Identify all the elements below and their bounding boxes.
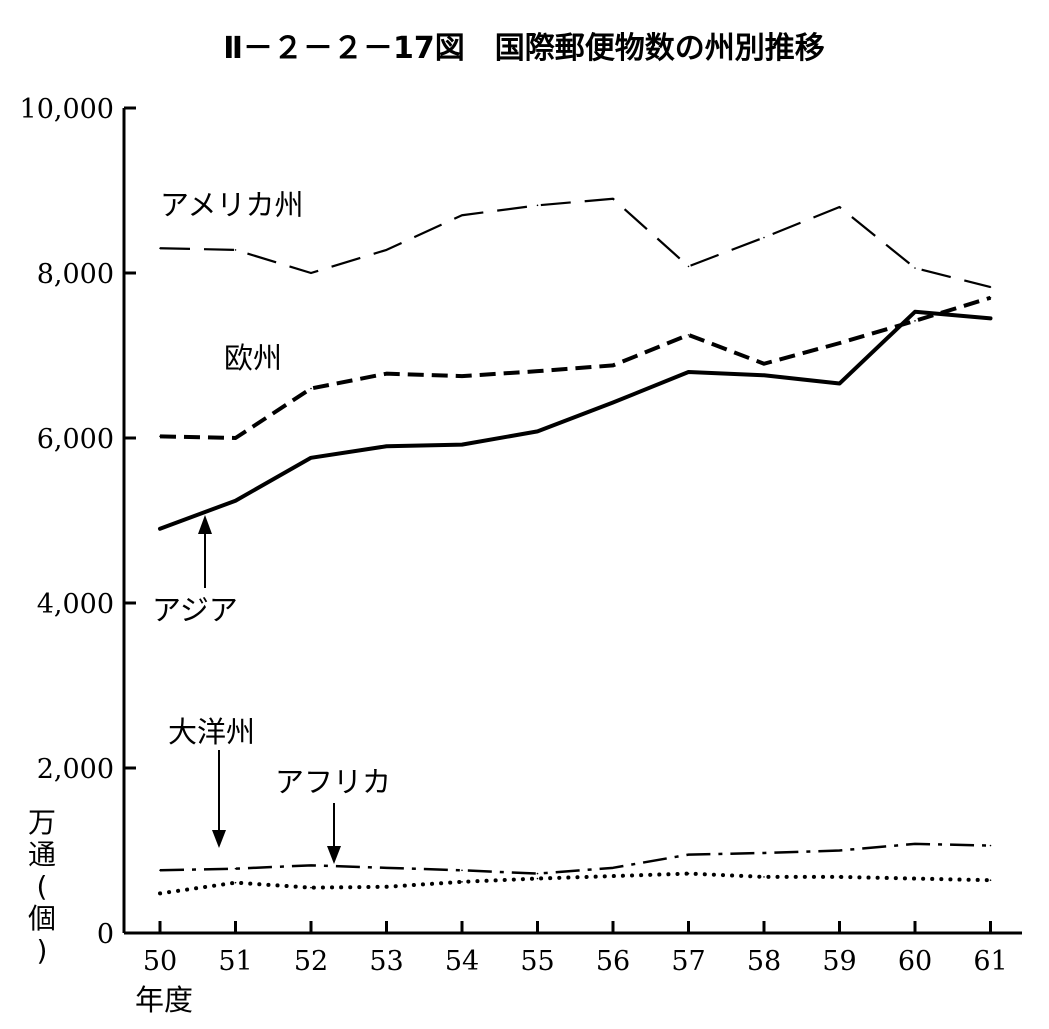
y-axis-label: 万通(個) [28,806,56,967]
series-line-1 [159,295,992,440]
oceania-arrow [212,750,226,848]
y-tick-label: 8,000 [37,259,114,290]
series-1-point [612,364,614,367]
series-3-point [989,844,992,847]
series-2-point [310,457,312,459]
x-tick-label: 50 [143,946,177,977]
series-2-point [385,445,388,448]
series-3-point [914,843,916,845]
series-3-point [234,867,237,870]
y-tick-label: 4,000 [37,589,114,620]
y-tick-label: 10,000 [20,94,114,125]
series-3-point [536,872,539,875]
series-3-point [612,867,614,869]
series-1-point [687,334,690,336]
series-3-point [385,867,388,869]
series-2-point [838,382,841,385]
series-4-point [385,886,388,888]
series-2-point [763,374,765,377]
series-line-0 [159,197,991,289]
y-tick-label: 0 [97,919,114,950]
series-4-point [234,881,237,884]
series-3-point [763,852,765,854]
series-label-americas: アメリカ州 [160,188,304,222]
series-0-point [159,247,161,250]
series-1-point [989,296,992,299]
series-0-point [385,249,388,251]
series-0-point [536,204,539,207]
x-tick-label: 51 [218,946,252,977]
series-0-point [310,272,312,274]
series-3-point [687,853,690,856]
series-4-point [461,881,463,883]
x-tick-label: 56 [596,946,630,977]
series-0-point [461,214,463,217]
series-0-point [763,236,765,239]
series-1-point [159,435,161,438]
series-0-point [989,286,992,288]
series-2-point [687,371,690,373]
x-tick-label: 52 [294,946,328,977]
series-1-point [914,320,916,322]
series-4-point [763,876,765,878]
series-4-point [310,886,312,889]
series-2-point [461,443,463,446]
series-0-point [612,197,614,200]
series-line-2 [158,309,993,531]
series-0-point [914,267,916,269]
series-label-asia: アジア [152,593,238,627]
series-4-point [612,875,614,877]
series-1-point [234,437,237,439]
series-4-point [989,879,992,881]
series-1-point [310,387,312,390]
series-2-point [612,401,614,404]
x-axis-label: 年度 [135,983,193,1017]
series-1-point [385,372,388,375]
series-4-point [914,877,916,880]
series-3-point [461,869,463,872]
series-0-point [838,206,841,208]
x-tick-label: 61 [973,946,1007,977]
y-ticks: 0 2,000 4,000 6,000 8,000 10,000 [20,94,136,950]
series-3-point [310,864,312,867]
africa-arrow [327,803,341,864]
x-tick-label: 53 [369,946,403,977]
series-2-point [159,527,161,530]
series-1-point [461,375,463,377]
series-1-point [838,342,841,344]
series-label-europe: 欧州 [224,341,282,375]
series-2-point [914,310,916,313]
series-4-point [838,876,841,878]
asia-arrow [198,515,212,588]
x-ticks: 50 51 52 53 54 55 56 57 58 59 60 61 [143,921,1008,977]
series-0-point [687,265,690,268]
series-2-point [989,317,992,320]
y-tick-label: 6,000 [37,424,114,455]
series-lines [158,197,993,896]
series-line-4 [158,871,993,896]
series-4-point [687,872,690,875]
x-tick-label: 59 [822,946,856,977]
series-1-point [536,370,539,372]
series-3-point [838,849,841,852]
series-0-point [234,249,237,251]
x-tick-label: 57 [671,946,705,977]
x-tick-label: 58 [747,946,781,977]
x-tick-label: 60 [898,946,932,977]
chart-title: Ⅱ－２－２－17図 国際郵便物数の州別推移 [223,31,825,66]
series-2-point [234,499,237,502]
series-line-3 [159,842,991,875]
y-tick-label: 2,000 [37,754,114,785]
series-4-point [159,892,161,895]
series-label-oceania: 大洋州 [168,715,255,749]
series-4-point [536,877,539,880]
series-label-africa: アフリカ [275,765,391,799]
x-tick-label: 54 [445,946,479,977]
series-3-point [159,869,161,872]
series-1-point [763,362,765,365]
series-2-point [536,430,539,433]
x-tick-label: 55 [520,946,554,977]
